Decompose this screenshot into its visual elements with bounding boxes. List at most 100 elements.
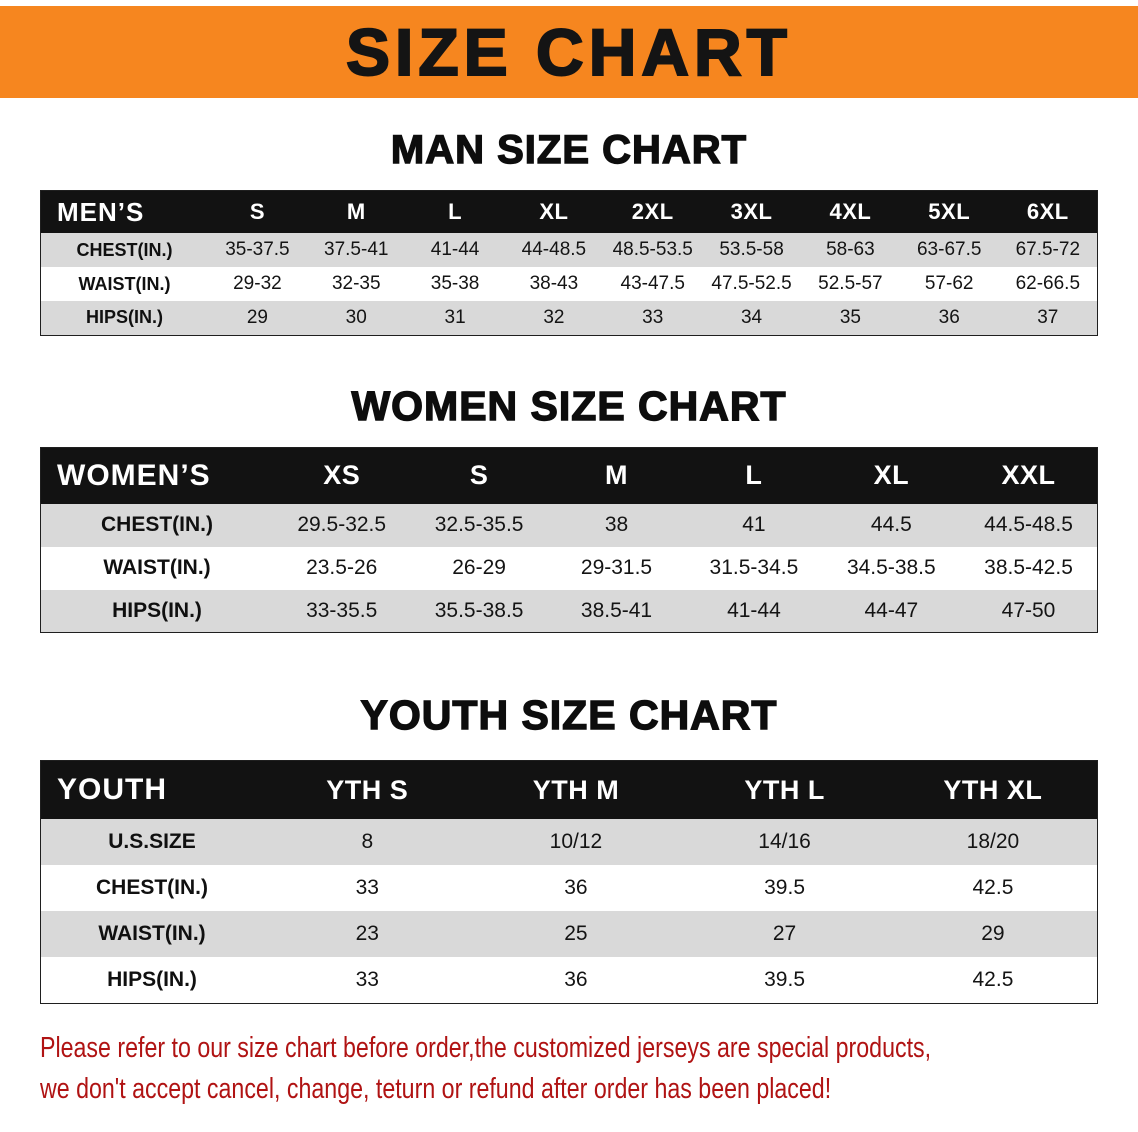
size-value: 18/20 bbox=[966, 830, 1020, 854]
size-value: 35-37.5 bbox=[225, 239, 290, 260]
size-value: 39.5 bbox=[764, 876, 805, 900]
size-value: 63-67.5 bbox=[916, 239, 982, 260]
size-value: 8 bbox=[361, 830, 374, 854]
notice-line-2: we don't accept cancel, change, teturn o… bbox=[40, 1073, 832, 1106]
size-value: 27 bbox=[772, 922, 797, 946]
size-value: 38.5-41 bbox=[580, 598, 653, 622]
size-value: 35-38 bbox=[430, 273, 480, 294]
size-value: 48.5-53.5 bbox=[612, 239, 693, 260]
size-column-header: 3XL bbox=[702, 190, 801, 233]
size-value: 38 bbox=[604, 513, 629, 537]
size-value: 33 bbox=[642, 306, 664, 328]
size-value: 47.5-52.5 bbox=[711, 273, 792, 294]
size-value: 14/16 bbox=[758, 830, 811, 854]
size-value: 29-31.5 bbox=[580, 556, 653, 580]
women-size-table: WOMEN’S XS S M L XL XXL CHEST(IN.) 29.5-32.5 32.5… bbox=[40, 446, 1098, 634]
size-value: 42.5 bbox=[972, 876, 1014, 900]
measurement-row: HIPS(IN.) 33 36 39.5 42.5 bbox=[40, 957, 1098, 1004]
measurement-row: U.S.SIZE 8 10/12 14/16 18/20 bbox=[40, 819, 1098, 866]
size-value: 10/12 bbox=[549, 830, 603, 854]
youth-section-heading: YOUTH SIZE CHART bbox=[360, 692, 778, 739]
size-value: 32.5-35.5 bbox=[434, 513, 524, 537]
size-value: 42.5 bbox=[972, 967, 1014, 991]
size-value: 53.5-58 bbox=[719, 239, 784, 260]
measurement-row: HIPS(IN.) 29 30 31 32 33 34 35 36 37 bbox=[40, 301, 1098, 335]
size-value: 57-62 bbox=[924, 273, 974, 294]
size-value: 32-35 bbox=[331, 273, 381, 294]
size-column-header: M bbox=[306, 190, 406, 233]
table-group-label: WOMEN’S bbox=[40, 447, 273, 504]
youth-size-table: YOUTH YTH S YTH M YTH L YTH XL U.S.SIZE 8 10/12… bbox=[40, 760, 1098, 1004]
men-size-table: MEN’S S M L XL 2XL 3XL 4XL 5XL 6XL CHEST(IN.) 35-37… bbox=[40, 190, 1098, 336]
size-value: 26-29 bbox=[452, 556, 506, 580]
size-value: 67.5-72 bbox=[1015, 239, 1081, 260]
size-value: 23 bbox=[355, 922, 379, 946]
measurement-row: CHEST(IN.) 35-37.5 37.5-41 41-44 44-48.5 48.5… bbox=[40, 233, 1098, 267]
size-value: 29 bbox=[981, 922, 1005, 946]
size-value: 23.5-26 bbox=[306, 556, 378, 580]
measurement-row: WAIST(IN.) 29-32 32-35 35-38 38-43 43-47.5 47.… bbox=[40, 267, 1098, 301]
measurement-label: CHEST(IN.) bbox=[101, 513, 213, 537]
size-column-header: 5XL bbox=[899, 190, 999, 233]
men-size-section: MAN SIZE CHART MEN’S S M L XL 2XL 3XL 4XL 5XL 6XL… bbox=[0, 127, 1138, 336]
size-value: 44-48.5 bbox=[521, 239, 587, 260]
size-value: 33-35.5 bbox=[306, 598, 378, 622]
size-column-header: 4XL bbox=[800, 190, 900, 233]
size-value: 36 bbox=[938, 306, 960, 328]
size-value: 41-44 bbox=[430, 239, 480, 260]
table-header-row: WOMEN’S XS S M L XL XXL bbox=[40, 447, 1098, 504]
size-value: 34 bbox=[740, 306, 763, 328]
measurement-row: HIPS(IN.) 33-35.5 35.5-38.5 38.5-41 41-44 44-… bbox=[40, 589, 1098, 633]
measurement-label: HIPS(IN.) bbox=[107, 967, 197, 991]
size-column-header: 6XL bbox=[998, 190, 1098, 233]
size-value: 33 bbox=[355, 876, 379, 900]
measurement-label: CHEST(IN.) bbox=[76, 239, 173, 260]
size-value: 32 bbox=[543, 306, 565, 328]
footer-notice: Please refer to our size chart before or… bbox=[40, 1028, 1138, 1112]
size-column-header: L bbox=[405, 190, 505, 233]
size-chart-banner: SIZE CHART bbox=[0, 6, 1138, 98]
size-value: 52.5-57 bbox=[818, 273, 883, 294]
size-value: 37 bbox=[1037, 306, 1059, 328]
measurement-label: U.S.SIZE bbox=[108, 830, 196, 854]
size-column-header: YTH S bbox=[263, 760, 472, 820]
size-value: 29 bbox=[246, 306, 268, 328]
notice-line-1: Please refer to our size chart before or… bbox=[40, 1031, 932, 1064]
size-value: 39.5 bbox=[764, 967, 805, 991]
table-group-label: MEN’S bbox=[40, 190, 208, 233]
measurement-row: CHEST(IN.) 33 36 39.5 42.5 bbox=[40, 865, 1098, 912]
size-value: 25 bbox=[564, 922, 588, 946]
size-value: 41-44 bbox=[727, 598, 781, 622]
youth-size-section: YOUTH SIZE CHART YOUTH YTH S YTH M YTH L YTH… bbox=[0, 692, 1138, 1004]
women-size-section: WOMEN SIZE CHART WOMEN’S XS S M L XL XXL CHEST(… bbox=[0, 382, 1138, 634]
measurement-row: CHEST(IN.) 29.5-32.5 32.5-35.5 38 41 44.5 44.5… bbox=[40, 503, 1098, 547]
measurement-label: CHEST(IN.) bbox=[96, 876, 208, 900]
size-column-header: S bbox=[410, 447, 548, 504]
size-value: 58-63 bbox=[826, 239, 875, 260]
size-value: 41 bbox=[742, 513, 766, 537]
size-column-header: XL bbox=[504, 190, 604, 233]
size-value: 44.5 bbox=[870, 513, 912, 537]
size-column-header: YTH XL bbox=[888, 760, 1098, 820]
measurement-row: WAIST(IN.) 23 25 27 29 bbox=[40, 911, 1098, 958]
measurement-label: WAIST(IN.) bbox=[98, 922, 206, 946]
size-column-header: S bbox=[208, 190, 307, 233]
table-group-label: YOUTH bbox=[40, 760, 263, 820]
size-value: 31 bbox=[444, 306, 466, 328]
size-value: 29-32 bbox=[233, 273, 282, 294]
women-section-heading: WOMEN SIZE CHART bbox=[351, 382, 787, 429]
measurement-label: WAIST(IN.) bbox=[103, 556, 211, 580]
size-column-header: XL bbox=[822, 447, 961, 504]
size-value: 35.5-38.5 bbox=[434, 598, 524, 622]
size-value: 31.5-34.5 bbox=[709, 556, 799, 580]
measurement-label: WAIST(IN.) bbox=[78, 273, 171, 294]
size-value: 47-50 bbox=[1001, 598, 1056, 622]
size-value: 30 bbox=[345, 306, 367, 328]
measurement-row: WAIST(IN.) 23.5-26 26-29 29-31.5 31.5-34.5 34… bbox=[40, 546, 1098, 590]
size-value: 35 bbox=[839, 306, 861, 328]
size-value: 37.5-41 bbox=[324, 239, 389, 260]
size-value: 36 bbox=[564, 967, 588, 991]
size-value: 38-43 bbox=[529, 273, 579, 294]
size-value: 43-47.5 bbox=[620, 273, 685, 294]
size-column-header: M bbox=[547, 447, 686, 504]
